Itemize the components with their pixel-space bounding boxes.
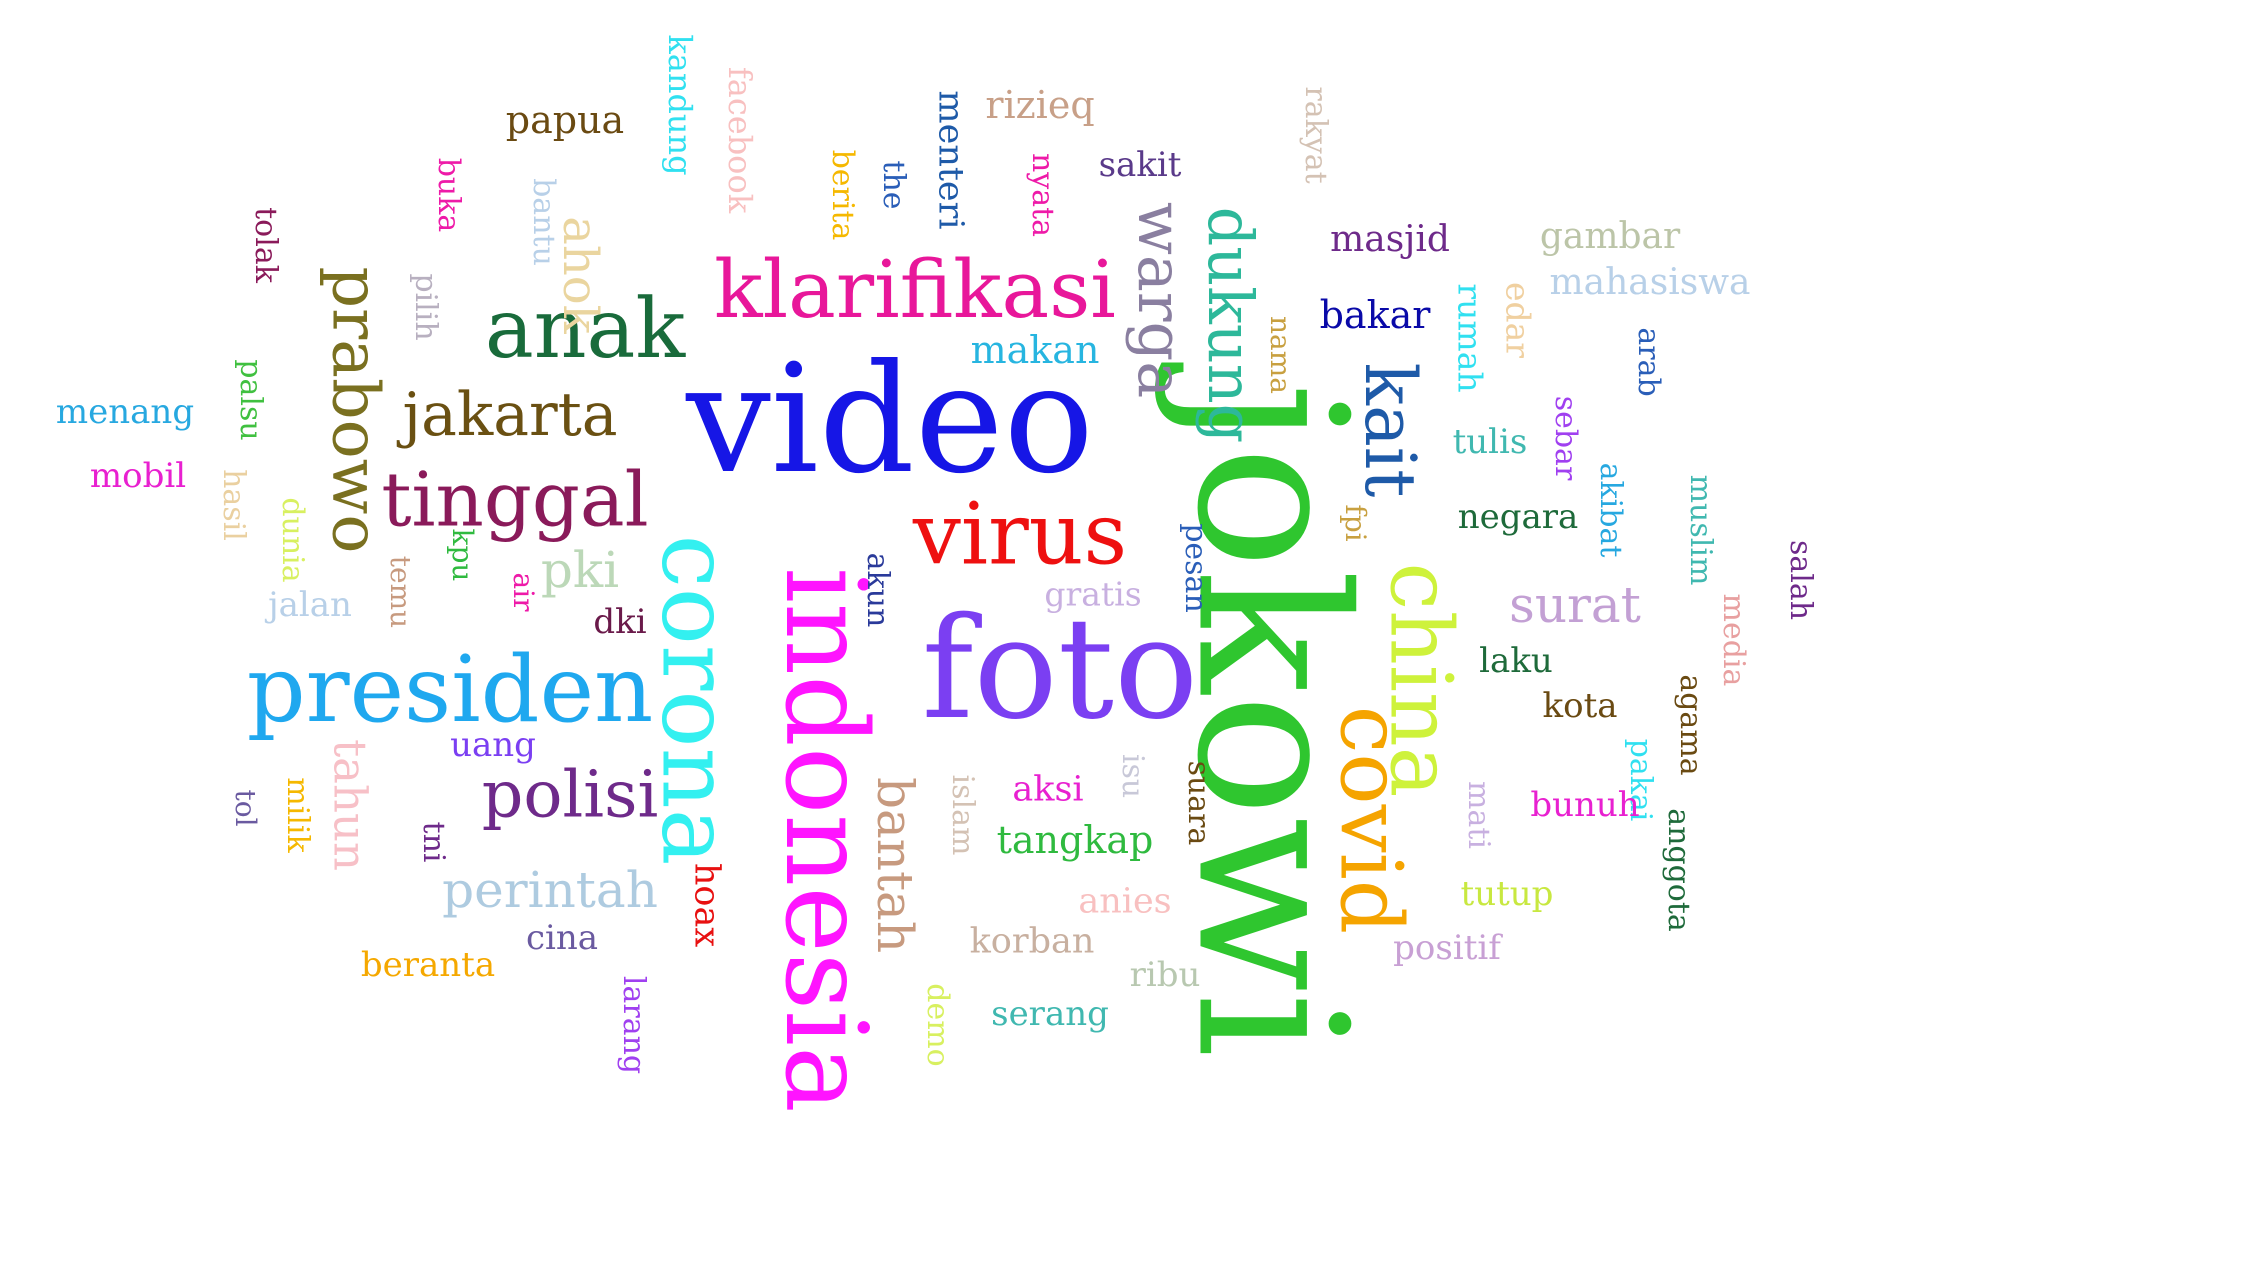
cloud-word-presiden: presiden [246,636,654,743]
cloud-word-milik: milik [280,777,315,853]
cloud-word-dunia: dunia [275,497,310,583]
cloud-word-aksi: aksi [1012,769,1084,810]
cloud-word-pilih: pilih [408,273,443,341]
cloud-word-makan: makan [970,328,1100,372]
cloud-word-tolak: tolak [248,207,283,283]
cloud-word-laku: laku [1479,641,1553,681]
cloud-word-warga: warga [1124,201,1197,399]
cloud-word-papua: papua [505,98,625,142]
cloud-word-kandung: kandung [661,34,699,176]
cloud-word-menang: menang [55,392,195,432]
cloud-word-buka: buka [431,157,466,233]
cloud-word-mobil: mobil [89,456,187,496]
cloud-word-agama: agama [1673,674,1708,776]
cloud-word-isu: isu [1115,753,1150,799]
cloud-word-ahok: ahok [552,216,608,334]
cloud-word-fpi: fpi [1339,504,1372,542]
cloud-word-indonesia: indonesia [760,567,890,1113]
cloud-word-sakit: sakit [1098,145,1182,185]
cloud-word-kota: kota [1542,686,1618,726]
cloud-word-corona: corona [640,534,751,866]
cloud-word-video: video [686,333,1094,507]
cloud-word-positif: positif [1393,928,1501,968]
cloud-word-bantu: bantu [526,178,561,266]
cloud-word-dki: dki [593,602,647,642]
cloud-word-nyata: nyata [1025,152,1060,238]
cloud-word-ribu: ribu [1129,955,1201,995]
cloud-word-jalan: jalan [268,585,352,625]
cloud-word-anak: anak [484,282,686,377]
cloud-word-gambar: gambar [1539,216,1681,257]
cloud-word-larang: larang [616,975,651,1075]
cloud-word-pesan: pesan [1178,523,1213,613]
cloud-word-bakar: bakar [1319,293,1431,337]
cloud-word-akun: akun [860,552,895,628]
cloud-word-gratis: gratis [1044,574,1142,614]
cloud-word-facebook: facebook [721,66,759,214]
cloud-word-perintah: perintah [442,861,658,919]
cloud-word-surat: surat [1509,576,1641,634]
cloud-word-anggota: anggota [1661,808,1696,932]
cloud-word-akibat: akibat [1593,462,1628,558]
cloud-word-salah: salah [1783,539,1818,621]
cloud-word-masjid: masjid [1330,219,1450,260]
cloud-word-muslim: muslim [1683,474,1718,586]
cloud-word-tutup: tutup [1460,874,1554,914]
cloud-word-tol: tol [229,789,262,827]
cloud-word-edar: edar [1498,281,1538,359]
cloud-word-bantah: bantah [866,776,924,954]
cloud-word-uang: uang [450,725,536,765]
cloud-word-bunuh: bunuh [1530,785,1640,825]
cloud-word-tulis: tulis [1452,422,1528,462]
cloud-word-polisi: polisi [481,757,659,833]
cloud-word-negara: negara [1457,497,1579,537]
cloud-word-anies: anies [1078,881,1172,922]
cloud-word-tahun: tahun [323,739,377,871]
cloud-word-hasil: hasil [216,469,251,541]
cloud-word-pki: pki [540,541,620,599]
cloud-word-kpu: kpu [446,528,479,582]
cloud-word-serang: serang [991,994,1109,1034]
cloud-word-rakyat: rakyat [1298,86,1333,184]
cloud-word-berita: berita [825,149,860,241]
cloud-word-media: media [1716,593,1751,687]
cloud-word-palsu: palsu [233,359,268,441]
cloud-word-tangkap: tangkap [996,818,1154,862]
cloud-word-beranta: beranta [360,945,496,985]
cloud-word-foto: foto [921,588,1199,751]
cloud-word-demo: demo [920,983,955,1067]
cloud-word-suara: suara [1181,760,1216,846]
cloud-word-air: air [507,572,540,612]
cloud-word-tinggal: tinggal [381,455,649,544]
cloud-word-hoax: hoax [686,862,727,948]
cloud-word-the: the [876,160,911,210]
cloud-word-nama: nama [1264,316,1297,394]
cloud-word-mahasiswa: mahasiswa [1549,262,1751,303]
cloud-word-tni: tni [416,821,451,863]
cloud-word-china: china [1370,562,1470,798]
cloud-word-arab: arab [1631,327,1666,397]
cloud-word-mati: mati [1461,781,1496,849]
cloud-word-temu: temu [384,555,417,629]
cloud-word-korban: korban [969,921,1095,962]
cloud-word-jakarta: jakarta [402,380,618,450]
cloud-word-dukung: dukung [1194,206,1267,444]
cloud-word-sebar: sebar [1548,395,1583,481]
cloud-word-kait: kait [1349,362,1431,498]
cloud-word-prabowo: prabowo [317,266,393,554]
cloud-word-virus: virus [912,485,1128,585]
cloud-word-rumah: rumah [1450,283,1490,393]
cloud-word-cina: cina [525,918,599,958]
cloud-word-klarifikasi: klarifikasi [714,243,1116,336]
cloud-word-islam: islam [945,774,980,856]
cloud-word-rizieq: rizieq [985,83,1095,127]
cloud-word-menteri: menteri [930,90,971,230]
